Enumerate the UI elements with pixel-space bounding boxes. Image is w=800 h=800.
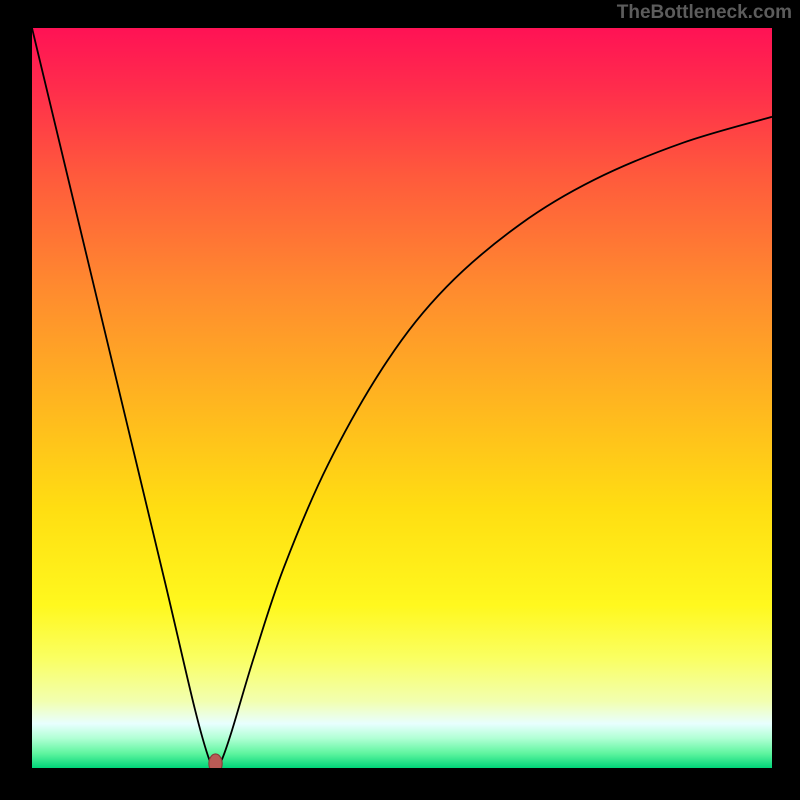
minimum-marker — [209, 754, 222, 768]
bottleneck-curve — [32, 28, 772, 767]
curve-layer — [32, 28, 772, 768]
watermark-text: TheBottleneck.com — [617, 2, 792, 24]
figure-container: TheBottleneck.com — [0, 0, 800, 800]
plot-area — [32, 28, 772, 768]
